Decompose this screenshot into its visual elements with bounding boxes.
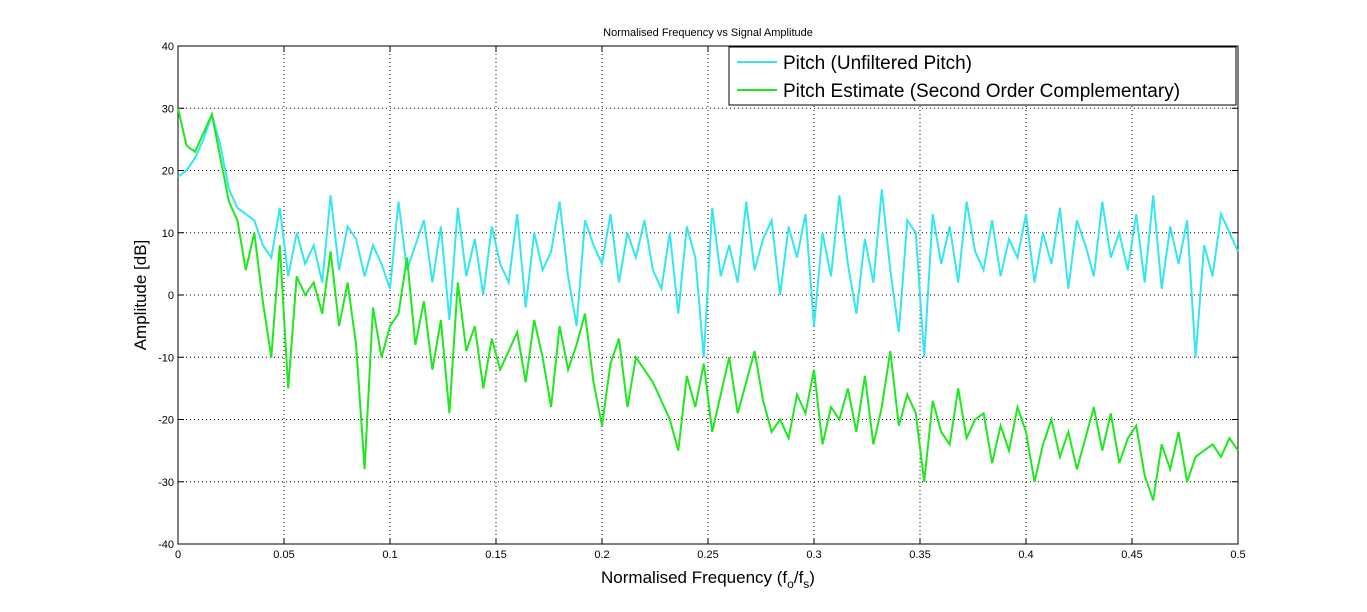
y-tick-label: -20 bbox=[158, 415, 174, 427]
y-tick-label: -40 bbox=[158, 539, 174, 551]
x-tick-label: 0 bbox=[175, 549, 181, 561]
x-axis-label: Normalised Frequency (fo/fs) bbox=[601, 568, 815, 591]
x-axis-label-subscript-s: s bbox=[803, 577, 809, 591]
x-tick-label: 0.5 bbox=[1230, 549, 1245, 561]
x-axis-label-mid: /f bbox=[794, 568, 804, 587]
x-tick-labels: 0 0.05 0.1 0.15 0.2 0.25 0.3 0.35 0.4 0.45 0.5 bbox=[175, 549, 1246, 561]
y-tick-label: -30 bbox=[158, 477, 174, 489]
legend-label-pitch-estimate: Pitch Estimate (Second Order Complementa… bbox=[783, 81, 1180, 102]
y-tick-label: 30 bbox=[162, 103, 174, 115]
x-tick-label: 0.2 bbox=[594, 549, 609, 561]
y-axis-label: Amplitude [dB] bbox=[131, 240, 150, 351]
x-tick-label: 0.05 bbox=[273, 549, 294, 561]
legend-box bbox=[728, 46, 1237, 106]
x-tick-label: 0.1 bbox=[382, 549, 397, 561]
y-tick-label: 0 bbox=[168, 290, 174, 302]
y-tick-label: 10 bbox=[162, 228, 174, 240]
grid-lines bbox=[178, 46, 1238, 544]
x-tick-label: 0.15 bbox=[485, 549, 506, 561]
x-tick-label: 0.4 bbox=[1018, 549, 1033, 561]
series-line-unfiltered-pitch bbox=[177, 111, 1239, 358]
legend: Pitch (Unfiltered Pitch) Pitch Estimate … bbox=[728, 46, 1237, 106]
x-axis-label-main: Normalised Frequency (f bbox=[601, 568, 787, 587]
x-tick-label: 0.3 bbox=[806, 549, 821, 561]
x-axis-label-subscript-o: o bbox=[787, 577, 794, 591]
y-tick-label: -10 bbox=[158, 352, 174, 364]
y-tick-label: 40 bbox=[162, 41, 174, 53]
x-axis-label-end: ) bbox=[809, 568, 815, 587]
x-tick-label: 0.45 bbox=[1121, 549, 1142, 561]
series-line-pitch-estimate bbox=[177, 108, 1239, 501]
y-tick-label: 20 bbox=[162, 166, 174, 178]
y-tick-labels: 40 30 20 10 0 -10 -20 -30 -40 bbox=[158, 41, 174, 551]
x-tick-label: 0.25 bbox=[697, 549, 718, 561]
legend-label-unfiltered-pitch: Pitch (Unfiltered Pitch) bbox=[783, 53, 972, 74]
x-tick-label: 0.35 bbox=[909, 549, 930, 561]
chart-title: Normalised Frequency vs Signal Amplitude bbox=[603, 27, 813, 39]
